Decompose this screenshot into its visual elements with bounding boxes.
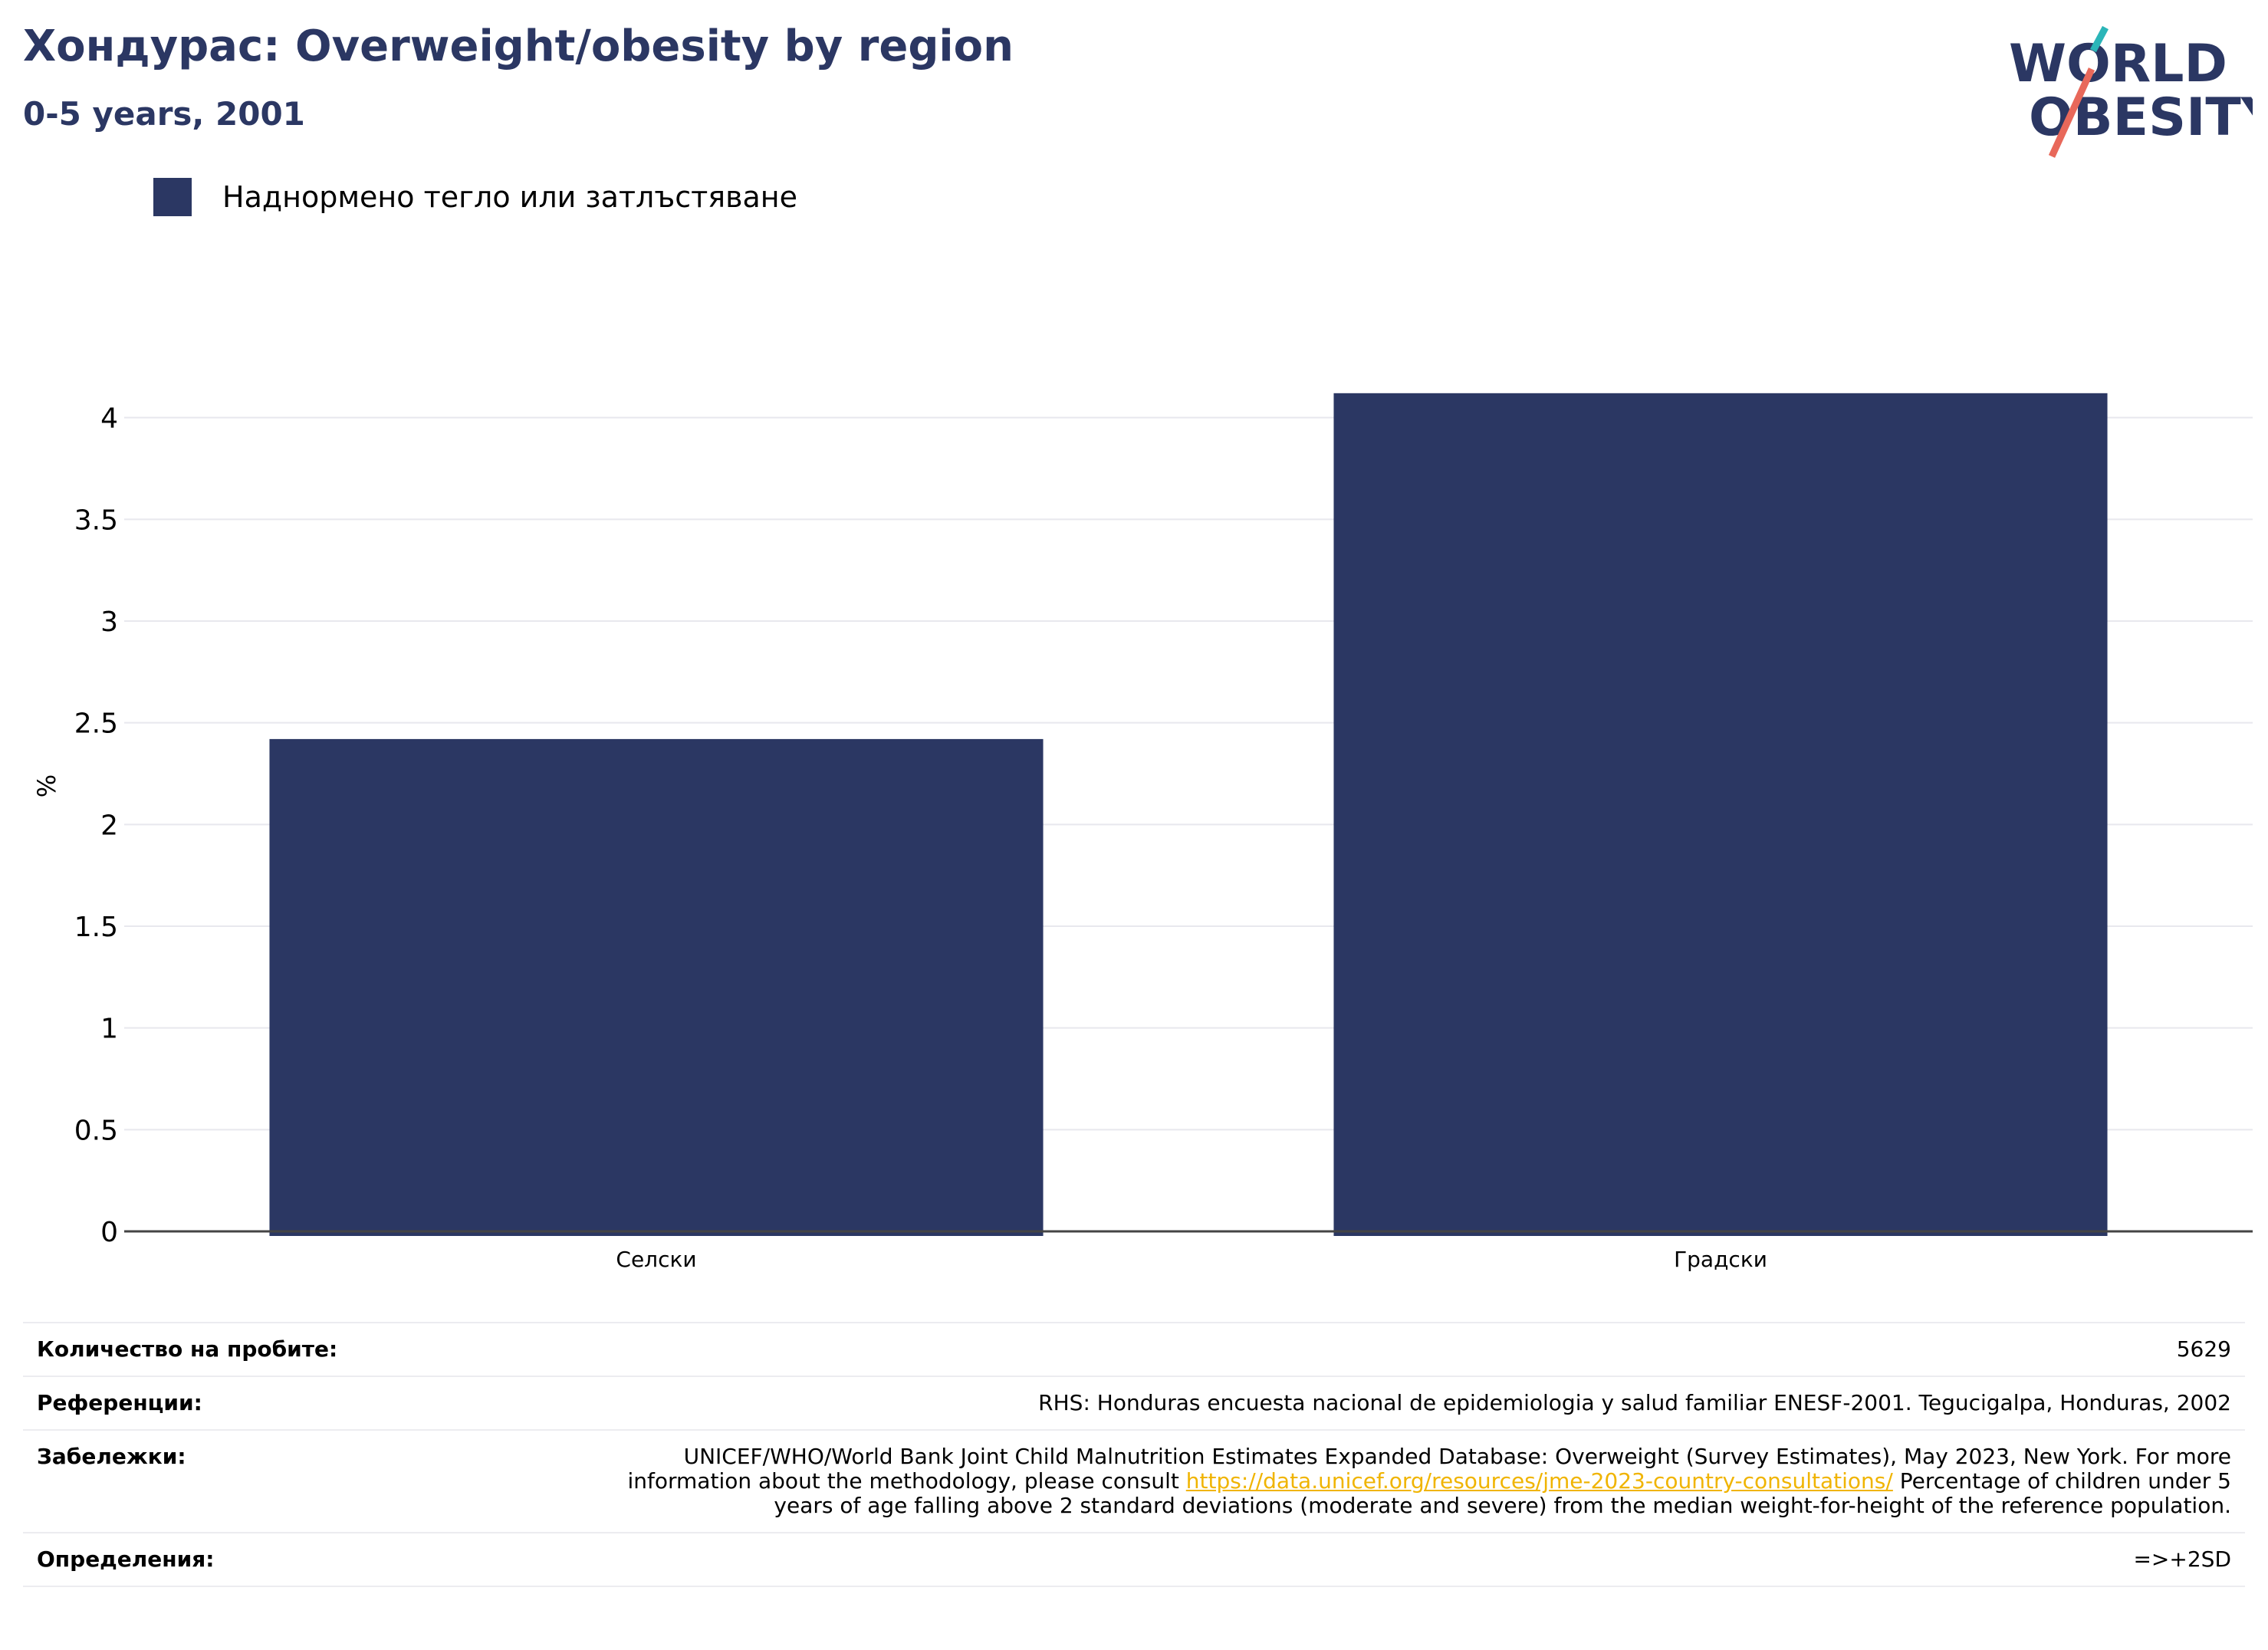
y-tick-label: 4 [100, 403, 118, 435]
chart-legend: Наднормено тегло или затлъстяване [153, 178, 797, 216]
info-table: Количество на пробите: 5629 Референции: … [23, 1322, 2245, 1587]
sample-size-label: Количество на пробите: [23, 1322, 587, 1377]
y-tick-label: 2.5 [74, 708, 118, 740]
notes-row: Забележки: UNICEF/WHO/World Bank Joint C… [23, 1429, 2245, 1533]
references-label: Референции: [23, 1376, 587, 1431]
y-tick-label: 1.5 [74, 912, 118, 943]
definitions-label: Определения: [23, 1532, 587, 1587]
chart-title: Хондурас: Overweight/obesity by region [23, 21, 1014, 71]
x-tick-label: Селски [616, 1247, 696, 1272]
bar [269, 738, 1044, 1236]
y-tick-label: 1 [100, 1014, 118, 1045]
logo-line1: WORLD [2009, 34, 2227, 94]
y-tick-label: 3 [100, 606, 118, 638]
logo-teal-slash [2090, 25, 2109, 53]
x-tick-label: Градски [1674, 1247, 1767, 1272]
definitions-row: Определения: =>+2SD [23, 1532, 2245, 1587]
y-axis-label: % [32, 774, 61, 797]
y-tick-label: 2 [100, 810, 118, 841]
notes-label: Забележки: [23, 1429, 587, 1533]
sample-size-row: Количество на пробите: 5629 [23, 1322, 2245, 1377]
bar [1333, 393, 2108, 1236]
references-row: Референции: RHS: Honduras encuesta nacio… [23, 1376, 2245, 1431]
notes-text-after: Percentage of children under 5 years of … [774, 1468, 2231, 1518]
definitions-value: =>+2SD [587, 1532, 2245, 1587]
references-value: RHS: Honduras encuesta nacional de epide… [587, 1376, 2245, 1431]
y-tick-label: 3.5 [74, 505, 118, 536]
notes-link[interactable]: https://data.unicef.org/resources/jme-20… [1185, 1468, 1893, 1494]
y-tick-label: 0.5 [74, 1115, 118, 1146]
world-obesity-logo: WORLD OBESITY [2009, 25, 2253, 158]
chart-subtitle: 0-5 years, 2001 [23, 95, 305, 133]
legend-swatch [153, 178, 192, 216]
notes-text-before: UNICEF/WHO/World Bank Joint Child Malnut… [627, 1444, 2232, 1494]
notes-value: UNICEF/WHO/World Bank Joint Child Malnut… [587, 1429, 2245, 1533]
sample-size-value: 5629 [587, 1322, 2245, 1377]
logo-coral-slash [2048, 67, 2095, 158]
bar-chart: 0 0.5 1 1.5 2 2.5 3 3.5 4% Селски Градски [32, 393, 2253, 1272]
y-tick-label: 0 [100, 1217, 118, 1248]
legend-label: Наднормено тегло или затлъстяване [222, 180, 797, 214]
